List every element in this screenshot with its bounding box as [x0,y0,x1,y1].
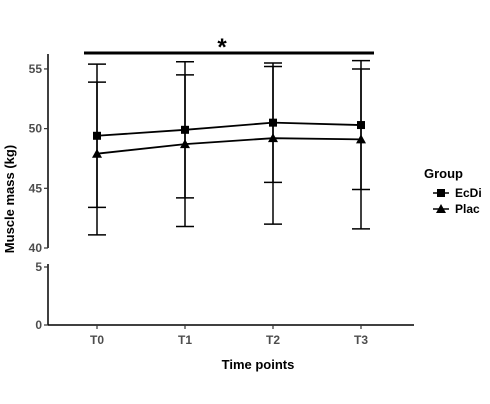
legend-title: Group [424,166,463,181]
data-points [92,118,366,158]
legend-label-Plac: Plac [455,202,480,216]
error-bar-Plac-T2 [264,65,282,225]
significance-star: * [217,34,227,61]
y-tick-label-low-0: 0 [35,318,42,332]
series-line-Plac [96,137,362,155]
point-Plac-T1 [180,139,190,149]
point-Plac-T2 [268,133,278,143]
x-tick-label-T2: T2 [266,333,280,347]
legend: Group EcDi Plac [424,166,482,216]
x-axis-title: Time points [222,357,295,372]
point-Plac-T3 [356,134,366,144]
error-bar-Plac-T3 [352,68,370,230]
error-bar-Plac-T1 [176,74,194,228]
point-EcDi-T0 [93,131,101,140]
error-bars [88,59,370,236]
error-bar-Plac-T0 [88,81,106,236]
x-tick-label-T3: T3 [354,333,368,347]
legend-label-EcDi: EcDi [455,186,482,200]
series-line-EcDi [96,121,362,137]
point-EcDi-T1 [181,125,189,134]
axes [47,54,414,326]
y-tick-label-45: 45 [29,181,43,195]
point-Plac-T0 [92,148,102,158]
legend-item-Plac: Plac [433,202,480,216]
y-tick-label-50: 50 [29,122,43,136]
series-lines [96,121,362,155]
x-tick-label-T1: T1 [178,333,192,347]
y-axis-title: Muscle mass (kg) [2,145,17,253]
y-tick-label-40: 40 [29,241,43,255]
legend-item-EcDi: EcDi [433,186,482,200]
x-tick-label-T0: T0 [90,333,104,347]
tick-labels: 40 45 50 55 0 5 T0 T1 T2 T3 [29,62,369,347]
y-tick-label-low-5: 5 [35,260,42,274]
legend-marker-EcDi [437,189,445,197]
point-EcDi-T2 [269,118,277,127]
point-EcDi-T3 [357,121,365,130]
y-tick-label-55: 55 [29,62,43,76]
legend-marker-Plac [436,204,446,213]
